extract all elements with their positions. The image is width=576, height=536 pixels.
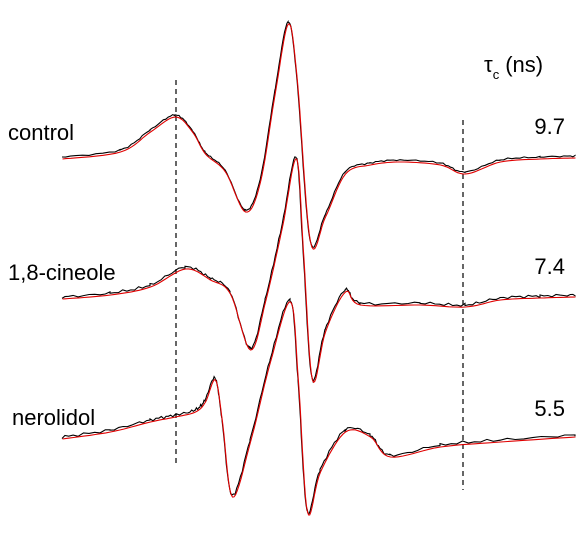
sample-label: nerolidol	[12, 405, 95, 430]
header-symbol: τ	[484, 52, 493, 77]
tau-value: 9.7	[534, 114, 565, 139]
spectrum-trace	[61, 156, 576, 384]
spectrum-trace	[61, 297, 576, 515]
spectrum-trace	[62, 301, 576, 516]
spectrum-trace	[62, 23, 576, 250]
tau-value: 5.5	[534, 396, 565, 421]
spectrum-trace	[61, 19, 576, 249]
header-subscript: c	[493, 67, 500, 82]
spectra	[61, 19, 576, 516]
tau-value: 7.4	[534, 254, 565, 279]
sample-label: control	[8, 120, 74, 145]
header-unit: (ns)	[505, 52, 543, 77]
spectrum-trace	[62, 158, 576, 384]
sample-label: 1,8-cineole	[8, 260, 116, 285]
column-header: τc (ns)	[484, 52, 543, 82]
